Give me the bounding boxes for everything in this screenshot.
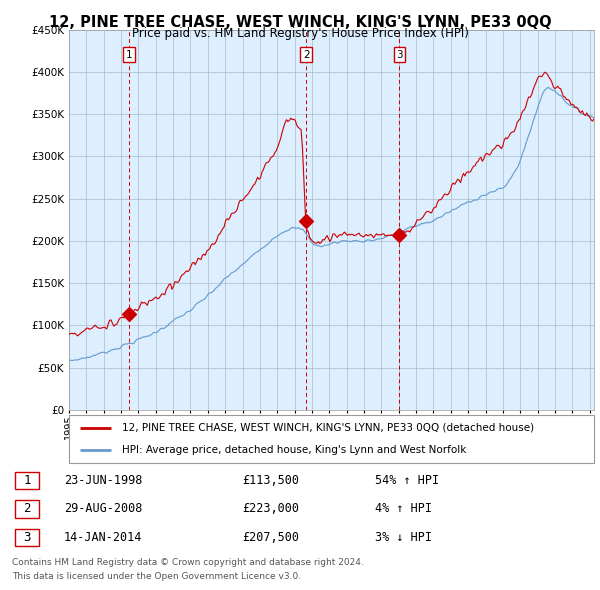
Text: 3: 3: [396, 50, 403, 60]
Text: This data is licensed under the Open Government Licence v3.0.: This data is licensed under the Open Gov…: [12, 572, 301, 581]
Text: Contains HM Land Registry data © Crown copyright and database right 2024.: Contains HM Land Registry data © Crown c…: [12, 558, 364, 566]
Text: 2: 2: [303, 50, 310, 60]
Text: 12, PINE TREE CHASE, WEST WINCH, KING'S LYNN, PE33 0QQ (detached house): 12, PINE TREE CHASE, WEST WINCH, KING'S …: [121, 423, 533, 433]
Text: 1: 1: [23, 474, 31, 487]
Text: 2: 2: [23, 502, 31, 516]
Text: 29-AUG-2008: 29-AUG-2008: [64, 502, 142, 516]
Text: 4% ↑ HPI: 4% ↑ HPI: [375, 502, 432, 516]
Text: HPI: Average price, detached house, King's Lynn and West Norfolk: HPI: Average price, detached house, King…: [121, 445, 466, 455]
Point: [395, 230, 404, 240]
Text: 23-JUN-1998: 23-JUN-1998: [64, 474, 142, 487]
Text: 1: 1: [126, 50, 133, 60]
Text: 3% ↓ HPI: 3% ↓ HPI: [375, 531, 432, 544]
FancyBboxPatch shape: [15, 529, 39, 546]
FancyBboxPatch shape: [15, 471, 39, 489]
Text: 14-JAN-2014: 14-JAN-2014: [64, 531, 142, 544]
Text: Price paid vs. HM Land Registry's House Price Index (HPI): Price paid vs. HM Land Registry's House …: [131, 27, 469, 40]
Text: £207,500: £207,500: [242, 531, 299, 544]
Point: [125, 309, 134, 319]
Text: £113,500: £113,500: [242, 474, 299, 487]
Point: [301, 217, 311, 226]
FancyBboxPatch shape: [15, 500, 39, 517]
Text: 12, PINE TREE CHASE, WEST WINCH, KING'S LYNN, PE33 0QQ: 12, PINE TREE CHASE, WEST WINCH, KING'S …: [49, 15, 551, 30]
FancyBboxPatch shape: [69, 415, 594, 463]
Text: 54% ↑ HPI: 54% ↑ HPI: [375, 474, 439, 487]
Text: 3: 3: [23, 531, 31, 544]
Text: £223,000: £223,000: [242, 502, 299, 516]
